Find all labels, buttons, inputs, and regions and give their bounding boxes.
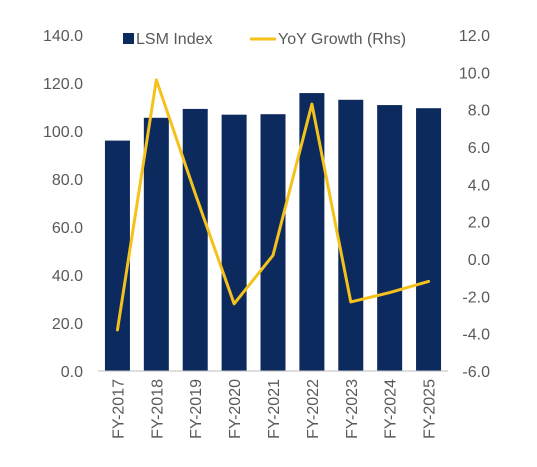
- bar: [377, 105, 403, 371]
- x-tick-label: FY-2021: [266, 379, 283, 439]
- y-left-tick-label: 60.0: [52, 220, 83, 237]
- y-axis-left: 0.0 20.0 40.0 60.0 80.0 100.0 120.0 140.0: [43, 28, 83, 381]
- y-left-tick-label: 80.0: [52, 172, 83, 189]
- bar: [260, 114, 286, 371]
- bar: [104, 140, 130, 371]
- y-left-tick-label: 20.0: [52, 316, 83, 333]
- y-right-tick-label: -4.0: [462, 327, 490, 344]
- x-tick-label: FY-2024: [383, 379, 400, 439]
- bar: [182, 108, 208, 372]
- bar: [416, 108, 442, 371]
- legend-swatch-lsm-index: [123, 33, 134, 44]
- y-right-tick-label: 8.0: [468, 103, 490, 120]
- x-tick-label: FY-2017: [110, 379, 127, 439]
- legend-label-lsm-index: LSM Index: [136, 31, 212, 48]
- line-series: [115, 78, 431, 332]
- legend-label-yoy-growth: YoY Growth (Rhs): [278, 31, 406, 48]
- x-tick-label: FY-2022: [305, 379, 322, 439]
- y-right-tick-label: 12.0: [459, 28, 490, 45]
- y-right-tick-label: 2.0: [468, 215, 490, 232]
- bar: [143, 117, 169, 371]
- y-right-tick-label: 10.0: [459, 65, 490, 82]
- x-tick-label: FY-2020: [227, 379, 244, 439]
- x-tick-label: FY-2025: [422, 379, 439, 439]
- y-axis-right: -6.0 -4.0 -2.0 0.0 2.0 4.0 6.0 8.0 10.0 12.0: [459, 28, 490, 381]
- y-right-tick-label: -2.0: [462, 289, 490, 306]
- y-left-tick-label: 0.0: [61, 364, 83, 381]
- y-right-tick-label: -6.0: [462, 364, 490, 381]
- y-left-tick-label: 120.0: [43, 76, 83, 93]
- legend: LSM Index YoY Growth (Rhs): [123, 31, 406, 48]
- x-axis: FY-2017 FY-2018 FY-2019 FY-2020 FY-2021 FY-20…: [110, 379, 438, 439]
- x-tick-label: FY-2019: [188, 379, 205, 439]
- y-right-tick-label: 0.0: [468, 252, 490, 269]
- x-tick-label: FY-2018: [149, 379, 166, 439]
- y-right-tick-label: 4.0: [468, 177, 490, 194]
- yoy-growth-line: [115, 78, 431, 332]
- bar-series: [104, 93, 442, 372]
- bar: [221, 114, 247, 372]
- x-tick-label: FY-2023: [344, 379, 361, 439]
- y-right-tick-label: 6.0: [468, 140, 490, 157]
- bar: [338, 99, 364, 372]
- y-left-tick-label: 140.0: [43, 28, 83, 45]
- y-left-tick-label: 40.0: [52, 268, 83, 285]
- y-left-tick-label: 100.0: [43, 124, 83, 141]
